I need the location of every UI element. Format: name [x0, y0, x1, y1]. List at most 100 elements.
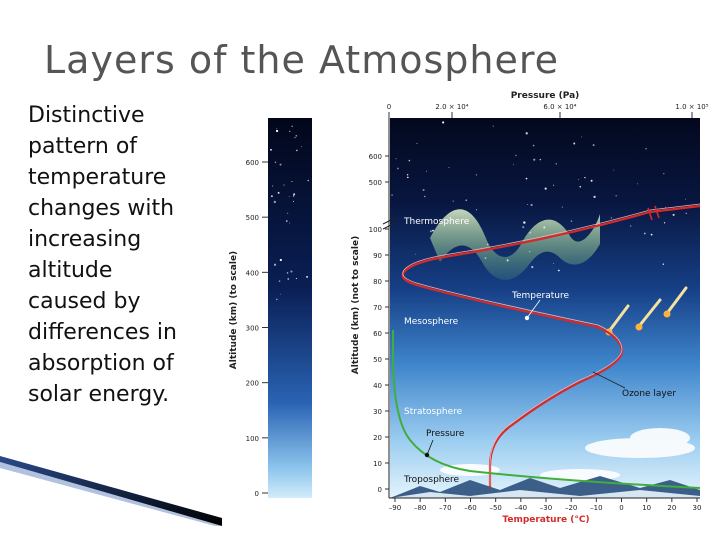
star — [630, 225, 632, 227]
bottom-tick-label: –60 — [464, 504, 476, 512]
main-left-axis-title: Altitude (km) (not to scale) — [351, 236, 361, 374]
layer-thermosphere: Thermosphere — [403, 217, 470, 227]
star — [555, 163, 557, 165]
top-tick-label: 6.0 × 10⁴ — [543, 103, 576, 111]
star — [395, 158, 397, 160]
left-altitude-column: Altitude (km) (to scale) 0 100 200 300 400 50… — [229, 118, 312, 498]
star — [295, 277, 297, 280]
bottom-tick-label: –40 — [515, 504, 527, 512]
star — [290, 270, 293, 273]
star — [662, 263, 665, 265]
bottom-tick-label: 0 — [619, 504, 623, 512]
star — [295, 134, 298, 137]
decorative-sweep — [0, 456, 222, 526]
left-tick-label: 100 — [246, 435, 259, 443]
star — [613, 169, 615, 171]
star — [663, 173, 665, 175]
clouds — [440, 428, 695, 481]
star — [270, 148, 272, 151]
star — [615, 195, 617, 197]
main-left-tick-label: 500 — [369, 179, 382, 187]
layer-troposphere: Troposphere — [403, 475, 460, 485]
temperature-curve — [401, 204, 701, 488]
left-ticks: 0 100 200 300 400 500 600 — [246, 159, 268, 498]
bottom-tick-label: –10 — [590, 504, 602, 512]
body-line: temperature — [28, 165, 167, 190]
body-line: solar energy. — [28, 382, 170, 407]
star — [522, 226, 525, 229]
star — [452, 200, 454, 202]
star — [645, 148, 647, 150]
star — [279, 258, 282, 262]
top-tick-label: 2.0 × 10⁴ — [435, 103, 468, 111]
left-sky-bar — [268, 118, 312, 498]
star — [415, 253, 417, 255]
left-tick-label: 400 — [246, 269, 259, 277]
annotation-temperature: Temperature — [511, 291, 569, 301]
main-stars — [391, 121, 687, 272]
star — [397, 167, 399, 170]
main-left-tick-label: 10 — [373, 460, 382, 468]
star — [475, 174, 478, 176]
star — [426, 170, 427, 172]
star — [570, 220, 573, 222]
star — [544, 187, 547, 190]
bottom-tick-label: –20 — [565, 504, 577, 512]
star — [533, 158, 536, 161]
star — [406, 174, 409, 176]
slide-body-text: Distinctive pattern of temperature chang… — [28, 100, 228, 410]
bottom-tick-label: –70 — [439, 504, 451, 512]
top-tick-label: 1.0 × 10⁵ — [675, 103, 708, 111]
star — [492, 125, 494, 127]
star — [274, 161, 277, 164]
star — [291, 180, 293, 182]
left-tick-label: 300 — [246, 325, 259, 333]
star — [643, 232, 646, 235]
bottom-tick-label: –30 — [540, 504, 552, 512]
star — [637, 183, 639, 185]
star — [416, 143, 418, 145]
star — [561, 206, 563, 208]
star — [432, 229, 434, 232]
star — [590, 179, 593, 182]
star — [278, 280, 281, 282]
star — [531, 265, 534, 269]
main-left-ticks: 0 10 20 30 40 50 60 70 80 90 100 500 600 — [369, 153, 389, 494]
star — [429, 230, 433, 233]
star — [527, 204, 529, 205]
main-left-tick-label: 0 — [378, 486, 382, 494]
left-tick-label: 500 — [246, 214, 259, 222]
star — [287, 212, 289, 214]
top-ticks: 0 2.0 × 10⁴ 6.0 × 10⁴ 1.0 × 10⁵ — [387, 103, 709, 118]
star — [285, 220, 288, 222]
star — [273, 263, 277, 266]
star — [275, 129, 279, 133]
star — [391, 194, 393, 196]
star — [296, 149, 298, 152]
star — [665, 206, 667, 208]
star — [592, 144, 595, 147]
star — [293, 193, 296, 196]
ozone-leader — [592, 371, 626, 389]
star — [685, 212, 687, 215]
main-left-tick-label: 90 — [373, 252, 382, 260]
meteors — [605, 286, 688, 336]
star — [523, 221, 526, 224]
main-left-tick-label: 60 — [373, 330, 382, 338]
body-line: caused by — [28, 289, 141, 314]
star — [291, 125, 293, 127]
star — [424, 195, 426, 198]
star — [610, 217, 612, 219]
main-chart: Thermosphere Mesosphere Stratosphere Tro… — [351, 91, 709, 525]
bottom-tick-label: 30 — [693, 504, 702, 512]
layer-mesosphere: Mesosphere — [404, 317, 459, 327]
mountains — [390, 476, 700, 498]
star — [407, 176, 409, 179]
star — [573, 142, 576, 145]
star — [279, 163, 282, 166]
bottom-tick-label: 10 — [642, 504, 651, 512]
star — [584, 176, 586, 179]
left-tick-label: 0 — [255, 490, 259, 498]
star — [292, 195, 295, 197]
star — [270, 195, 273, 198]
